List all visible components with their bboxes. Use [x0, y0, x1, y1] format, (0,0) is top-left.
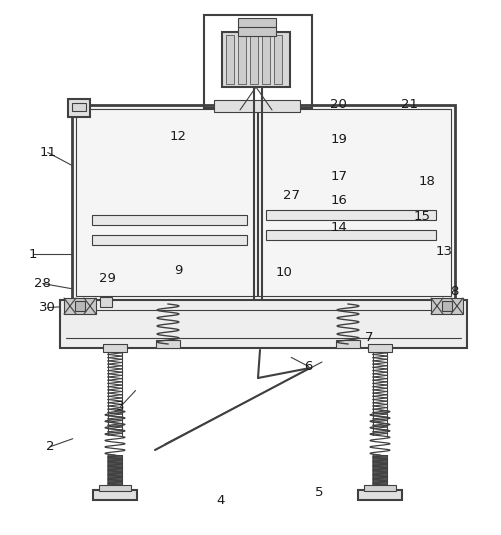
Bar: [68, 99, 90, 117]
Bar: [430, 298, 462, 314]
Bar: [92, 215, 246, 225]
Bar: [237, 18, 276, 36]
Text: 16: 16: [330, 194, 347, 207]
Bar: [72, 103, 86, 111]
Bar: [60, 300, 466, 348]
Text: 15: 15: [412, 210, 429, 223]
Text: 9: 9: [174, 264, 182, 277]
Bar: [225, 35, 233, 84]
Bar: [363, 485, 395, 491]
Text: 20: 20: [330, 98, 347, 111]
Bar: [93, 490, 137, 500]
Bar: [213, 100, 300, 112]
Text: 21: 21: [400, 98, 417, 111]
Text: 13: 13: [435, 245, 452, 258]
Text: 28: 28: [34, 277, 51, 290]
Bar: [249, 35, 258, 84]
Text: 5: 5: [314, 486, 322, 499]
Text: 10: 10: [275, 266, 292, 279]
Text: 14: 14: [330, 221, 347, 234]
Text: 1: 1: [29, 248, 37, 261]
Text: 8: 8: [449, 285, 457, 298]
Text: 2: 2: [46, 440, 54, 453]
Text: 12: 12: [169, 130, 186, 143]
Bar: [266, 230, 435, 240]
Text: 11: 11: [39, 146, 56, 159]
Text: 4: 4: [216, 494, 224, 507]
Bar: [357, 490, 401, 500]
Bar: [72, 105, 454, 300]
Bar: [441, 301, 451, 311]
Text: 30: 30: [39, 301, 56, 314]
Text: 6: 6: [304, 360, 312, 373]
Text: 29: 29: [99, 272, 116, 285]
Bar: [76, 109, 450, 296]
Bar: [221, 32, 290, 87]
Bar: [237, 35, 245, 84]
Text: 27: 27: [282, 189, 299, 202]
Bar: [262, 35, 270, 84]
Bar: [274, 35, 282, 84]
Bar: [92, 235, 246, 245]
Text: 18: 18: [417, 175, 434, 188]
Bar: [99, 485, 131, 491]
Bar: [266, 210, 435, 220]
Bar: [156, 340, 180, 348]
Text: 19: 19: [330, 133, 347, 146]
Bar: [203, 15, 312, 108]
Bar: [335, 340, 359, 348]
Bar: [367, 344, 391, 352]
Bar: [103, 344, 127, 352]
Text: 3: 3: [116, 400, 124, 413]
Text: 7: 7: [364, 331, 372, 343]
Bar: [64, 298, 96, 314]
Bar: [75, 301, 85, 311]
Text: 17: 17: [330, 170, 347, 183]
Bar: [100, 297, 112, 307]
